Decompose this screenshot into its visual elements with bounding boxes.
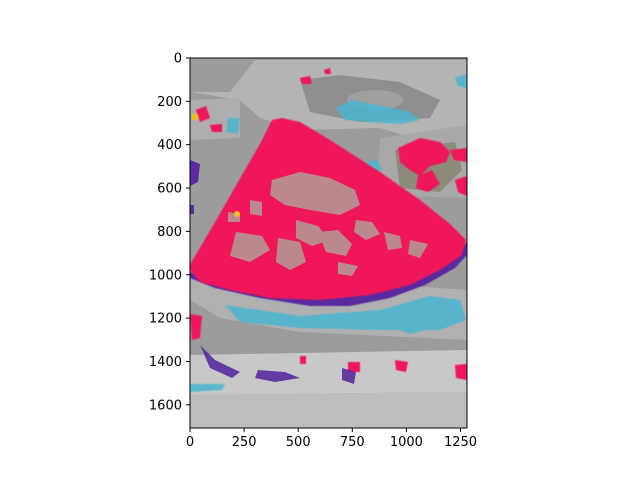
x-tick-label: 500: [286, 435, 311, 450]
axes-frame: [189, 57, 468, 429]
x-tick-label: 250: [232, 435, 257, 450]
y-tick-label: 800: [157, 225, 182, 240]
y-tick-label: 1400: [149, 355, 182, 370]
y-axis-ticks: 0 200 400 600 800 1000 1200 1400 1600: [149, 52, 190, 413]
y-tick-label: 0: [174, 52, 182, 67]
y-tick-label: 600: [157, 182, 182, 197]
segmentation-image: [190, 58, 467, 428]
x-tick-label: 1000: [390, 435, 423, 450]
y-tick-label: 1200: [149, 312, 182, 327]
x-axis-ticks: 0 250 500 750 1000 1250: [186, 428, 477, 450]
x-tick-label: 1250: [444, 435, 477, 450]
y-tick-label: 1600: [149, 398, 182, 413]
y-tick-label: 400: [157, 138, 182, 153]
x-tick-label: 750: [340, 435, 365, 450]
y-tick-label: 1000: [149, 268, 182, 283]
y-tick-label: 200: [157, 95, 182, 110]
x-tick-label: 0: [186, 435, 194, 450]
